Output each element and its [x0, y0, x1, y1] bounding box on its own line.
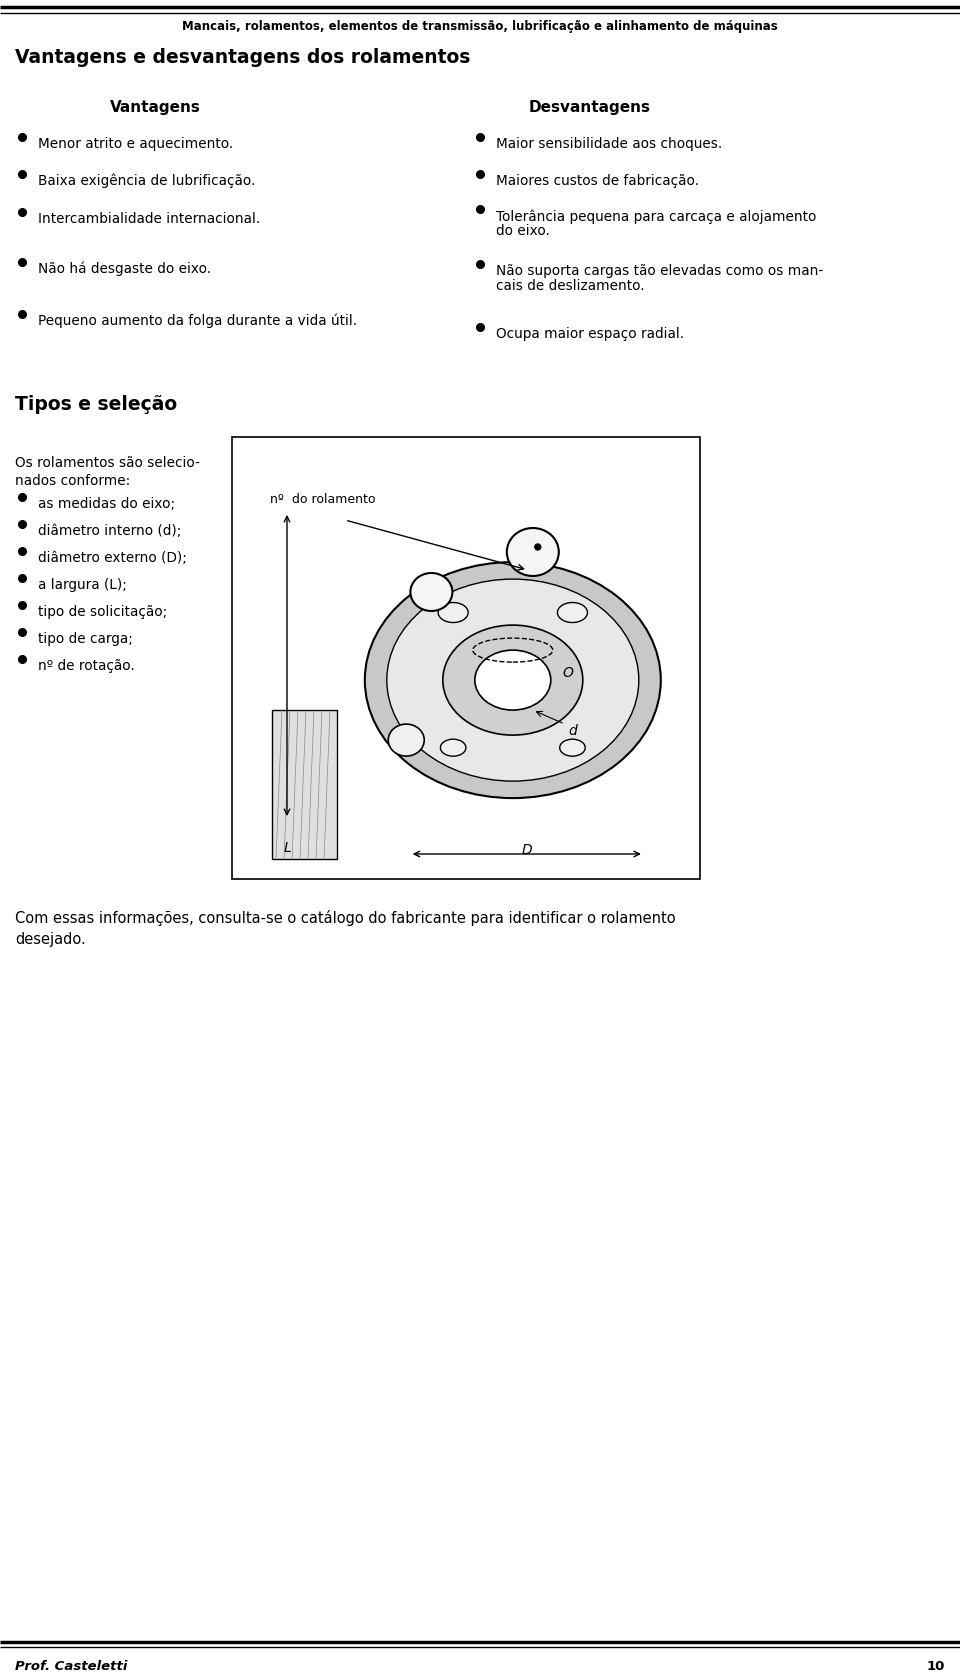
Ellipse shape [365, 562, 660, 798]
Text: diâmetro externo (D);: diâmetro externo (D); [38, 550, 187, 565]
Ellipse shape [388, 724, 424, 756]
Text: cais de deslizamento.: cais de deslizamento. [496, 279, 644, 293]
Ellipse shape [507, 529, 559, 577]
Text: Ocupa maior espaço radial.: Ocupa maior espaço radial. [496, 326, 684, 341]
Polygon shape [272, 711, 337, 860]
Text: L: L [283, 840, 291, 855]
Text: Pequeno aumento da folga durante a vida útil.: Pequeno aumento da folga durante a vida … [38, 315, 357, 328]
Text: tipo de solicitação;: tipo de solicitação; [38, 604, 167, 619]
Text: Baixa exigência de lubrificação.: Baixa exigência de lubrificação. [38, 174, 255, 189]
Text: nados conforme:: nados conforme: [15, 473, 131, 489]
Ellipse shape [438, 604, 468, 622]
Ellipse shape [560, 739, 586, 756]
Text: Vantagens: Vantagens [109, 100, 201, 115]
Text: Menor atrito e aquecimento.: Menor atrito e aquecimento. [38, 137, 233, 151]
Text: tipo de carga;: tipo de carga; [38, 632, 132, 646]
Text: Tipos e seleção: Tipos e seleção [15, 395, 178, 413]
Text: Não suporta cargas tão elevadas como os man-: Não suporta cargas tão elevadas como os … [496, 264, 824, 278]
Text: diâmetro interno (d);: diâmetro interno (d); [38, 524, 181, 537]
Bar [232, 438, 700, 880]
Text: Os rolamentos são selecio-: Os rolamentos são selecio- [15, 455, 200, 470]
Ellipse shape [441, 739, 466, 756]
Text: Tolerância pequena para carcaça e alojamento: Tolerância pequena para carcaça e alojam… [496, 209, 816, 224]
Text: desejado.: desejado. [15, 932, 85, 947]
Circle shape [535, 545, 540, 550]
Text: Desvantagens: Desvantagens [529, 100, 651, 115]
Text: nº  do rolamento: nº do rolamento [270, 494, 375, 505]
Ellipse shape [558, 604, 588, 622]
Text: a largura (L);: a largura (L); [38, 577, 127, 592]
Text: Intercambialidade internacional.: Intercambialidade internacional. [38, 212, 260, 226]
Text: Com essas informações, consulta-se o catálogo do fabricante para identificar o r: Com essas informações, consulta-se o cat… [15, 910, 676, 925]
Ellipse shape [443, 626, 583, 736]
Text: 10: 10 [926, 1660, 945, 1671]
Text: Não há desgaste do eixo.: Não há desgaste do eixo. [38, 263, 211, 276]
Text: O: O [563, 666, 573, 679]
Text: D: D [521, 843, 532, 857]
Text: Mancais, rolamentos, elementos de transmissão, lubrificação e alinhamento de máq: Mancais, rolamentos, elementos de transm… [182, 20, 778, 33]
Text: Vantagens e desvantagens dos rolamentos: Vantagens e desvantagens dos rolamentos [15, 49, 470, 67]
Text: Maiores custos de fabricação.: Maiores custos de fabricação. [496, 174, 699, 187]
Text: as medidas do eixo;: as medidas do eixo; [38, 497, 175, 510]
Ellipse shape [387, 581, 638, 781]
Ellipse shape [475, 651, 551, 711]
Ellipse shape [411, 574, 452, 612]
Text: d: d [568, 724, 577, 738]
Text: nº de rotação.: nº de rotação. [38, 659, 134, 673]
Text: Maior sensibilidade aos choques.: Maior sensibilidade aos choques. [496, 137, 722, 151]
Text: do eixo.: do eixo. [496, 224, 550, 238]
Text: Prof. Casteletti: Prof. Casteletti [15, 1660, 128, 1671]
